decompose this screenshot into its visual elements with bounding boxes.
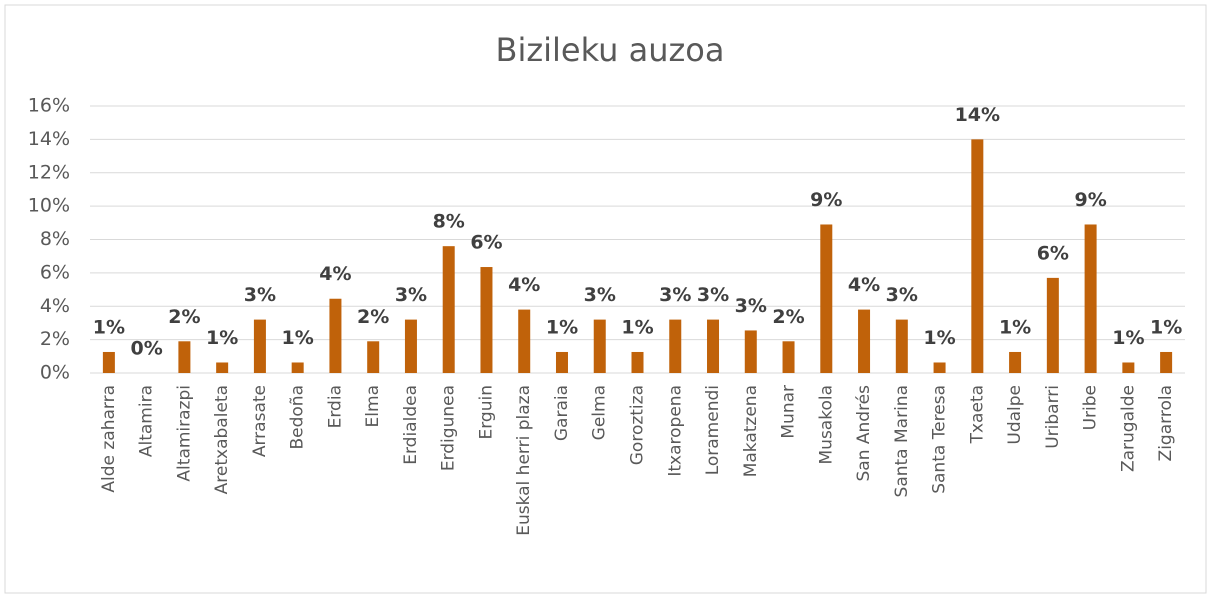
value-label: 3% xyxy=(244,284,276,306)
value-label: 3% xyxy=(395,284,427,306)
bar xyxy=(858,309,871,373)
bar xyxy=(1160,351,1173,373)
x-tick-label: Erguin xyxy=(476,385,496,440)
bar xyxy=(178,341,191,373)
value-label: 6% xyxy=(470,232,502,254)
bar xyxy=(367,341,380,373)
x-tick-label: Euskal herri plaza xyxy=(514,385,534,536)
x-tick-label: Udalpe xyxy=(1005,385,1025,445)
value-label: 3% xyxy=(584,284,616,306)
bar xyxy=(1084,224,1097,373)
value-label: 3% xyxy=(735,295,767,317)
bar xyxy=(102,351,115,373)
value-label: 0% xyxy=(131,338,163,360)
x-tick-label: Uribe xyxy=(1081,385,1101,430)
y-tick-label: 2% xyxy=(40,328,70,350)
x-tick-label: Makatzena xyxy=(741,385,761,477)
y-tick-label: 16% xyxy=(28,95,70,117)
x-tick-label: Musakola xyxy=(816,385,836,465)
value-label: 1% xyxy=(621,316,653,338)
bar xyxy=(253,319,266,373)
y-tick-label: 12% xyxy=(28,161,70,183)
y-tick-label: 8% xyxy=(40,228,70,250)
x-tick-label: Erdigunea xyxy=(439,385,459,471)
y-tick-label: 14% xyxy=(28,128,70,150)
x-tick-label: Santa Marina xyxy=(892,385,912,497)
bar xyxy=(480,267,493,373)
value-label: 6% xyxy=(1037,242,1069,264)
x-tick-label: Zarugalde xyxy=(1118,385,1138,472)
x-tick-label: Erdialdea xyxy=(401,385,421,465)
x-tick-label: Zigarrola xyxy=(1156,385,1176,461)
x-tick-label: Bedoña xyxy=(288,385,308,450)
bar xyxy=(782,341,795,373)
x-tick-label: Santa Teresa xyxy=(930,385,950,494)
y-tick-label: 0% xyxy=(40,362,70,384)
value-label: 1% xyxy=(206,327,238,349)
x-tick-label: Altamira xyxy=(137,385,157,457)
value-label: 14% xyxy=(955,104,1000,126)
x-tick-label: Arrasate xyxy=(250,385,270,457)
value-label: 9% xyxy=(1074,189,1106,211)
y-tick-label: 10% xyxy=(28,195,70,217)
bar xyxy=(669,319,682,373)
value-label: 2% xyxy=(357,306,389,328)
value-label: 2% xyxy=(168,306,200,328)
value-label: 2% xyxy=(772,306,804,328)
y-tick-label: 4% xyxy=(40,295,70,317)
bar xyxy=(631,351,644,373)
x-tick-label: Alde zaharra xyxy=(99,385,119,493)
x-tick-label: San Andrés xyxy=(854,385,874,482)
value-label: 1% xyxy=(999,316,1031,338)
value-label: 3% xyxy=(659,284,691,306)
bar xyxy=(593,319,606,373)
bar xyxy=(555,351,568,373)
value-label: 4% xyxy=(508,274,540,296)
value-label: 8% xyxy=(433,211,465,233)
value-label: 1% xyxy=(93,316,125,338)
value-label: 3% xyxy=(886,284,918,306)
bar xyxy=(971,139,984,373)
x-tick-label: Loramendi xyxy=(703,385,723,475)
x-tick-label: Altamirazpi xyxy=(174,385,194,482)
x-tick-label: Munar xyxy=(779,385,799,439)
bar xyxy=(744,330,757,373)
value-label: 4% xyxy=(848,274,880,296)
x-tick-label: Garaia xyxy=(552,385,572,441)
chart-title: Bizileku auzoa xyxy=(496,31,725,69)
value-label: 9% xyxy=(810,189,842,211)
x-tick-label: Elma xyxy=(363,385,383,427)
chart-border xyxy=(4,4,1207,594)
x-tick-label: Txaeta xyxy=(967,385,987,444)
bar xyxy=(707,319,720,373)
bar xyxy=(1009,351,1022,373)
bar xyxy=(820,224,833,373)
value-label: 3% xyxy=(697,284,729,306)
value-label: 4% xyxy=(319,263,351,285)
bar xyxy=(518,309,531,373)
x-tick-label: Itxaropena xyxy=(665,385,685,477)
bar xyxy=(216,362,229,373)
bar xyxy=(329,298,342,373)
value-label: 1% xyxy=(546,316,578,338)
value-label: 1% xyxy=(1150,316,1182,338)
bar xyxy=(895,319,908,373)
x-tick-label: Goroztiza xyxy=(628,385,648,465)
x-tick-label: Gelma xyxy=(590,385,610,440)
bar xyxy=(442,246,455,373)
x-tick-label: Erdia xyxy=(325,385,345,428)
value-label: 1% xyxy=(923,327,955,349)
x-tick-label: Uribarri xyxy=(1043,385,1063,449)
bar xyxy=(1046,277,1059,373)
bar xyxy=(291,362,304,373)
value-label: 1% xyxy=(282,327,314,349)
bar xyxy=(404,319,417,373)
y-tick-label: 6% xyxy=(40,261,70,283)
x-tick-label: Aretxabaleta xyxy=(212,385,232,494)
bar xyxy=(933,362,946,373)
bar xyxy=(1122,362,1135,373)
value-label: 1% xyxy=(1112,327,1144,349)
